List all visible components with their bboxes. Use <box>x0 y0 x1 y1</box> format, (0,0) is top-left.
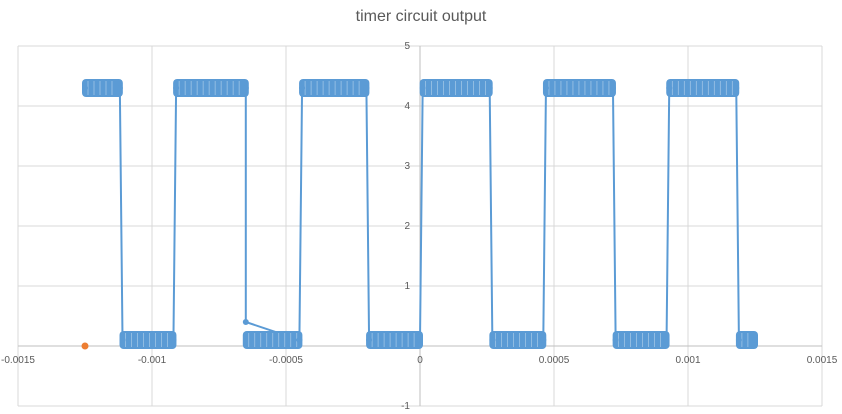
series-2 <box>81 342 89 350</box>
data-point <box>296 337 303 343</box>
x-tick-label: -0.001 <box>138 355 167 366</box>
chart-title: timer circuit output <box>355 8 487 25</box>
data-point <box>609 85 616 91</box>
data-point <box>663 337 670 343</box>
marker-band <box>82 79 123 97</box>
marker-band <box>419 79 493 97</box>
data-point <box>612 337 619 343</box>
x-tick-label: 0.0015 <box>807 355 838 366</box>
y-tick-label: 3 <box>404 161 410 172</box>
data-point <box>119 337 126 343</box>
data-point <box>752 337 758 343</box>
x-tick-label: 0 <box>417 355 423 366</box>
marker-band <box>489 331 547 349</box>
data-point <box>417 337 423 343</box>
data-point <box>542 85 549 91</box>
data-point <box>82 85 88 91</box>
data-point <box>489 337 496 343</box>
data-point <box>81 342 89 350</box>
data-point <box>173 85 180 91</box>
marker-band <box>173 79 249 97</box>
marker-band <box>366 331 423 349</box>
marker-band <box>299 79 370 97</box>
y-tick-label: 5 <box>404 41 410 52</box>
x-tick-label: 0.0005 <box>539 355 570 366</box>
y-tick-label: 4 <box>404 101 410 112</box>
data-point <box>242 319 249 325</box>
data-point <box>419 85 426 91</box>
data-point <box>363 85 370 91</box>
marker-band <box>542 79 616 97</box>
data-point <box>366 337 373 343</box>
series-line <box>85 87 755 342</box>
series-1 <box>82 79 758 349</box>
marker-band <box>612 331 670 349</box>
y-tick-label: 2 <box>404 221 410 232</box>
y-tick-label: -1 <box>401 401 410 412</box>
x-tick-labels: -0.0015 -0.001 -0.0005 0 0.0005 0.001 0.0015 <box>1 355 838 366</box>
x-tick-label: 0.001 <box>675 355 700 366</box>
y-tick-label: 1 <box>404 281 410 292</box>
data-point <box>170 337 177 343</box>
x-tick-label: -0.0015 <box>1 355 35 366</box>
x-tick-label: -0.0005 <box>269 355 303 366</box>
data-point <box>486 85 493 91</box>
data-point <box>540 337 547 343</box>
series-layer <box>81 79 758 350</box>
data-point <box>733 85 740 91</box>
data-point <box>299 85 306 91</box>
data-point <box>666 85 673 91</box>
marker-band <box>666 79 740 97</box>
data-point <box>735 337 742 343</box>
data-point <box>242 85 249 91</box>
data-point <box>116 85 123 91</box>
marker-band <box>119 331 177 349</box>
marker-band <box>735 331 758 349</box>
